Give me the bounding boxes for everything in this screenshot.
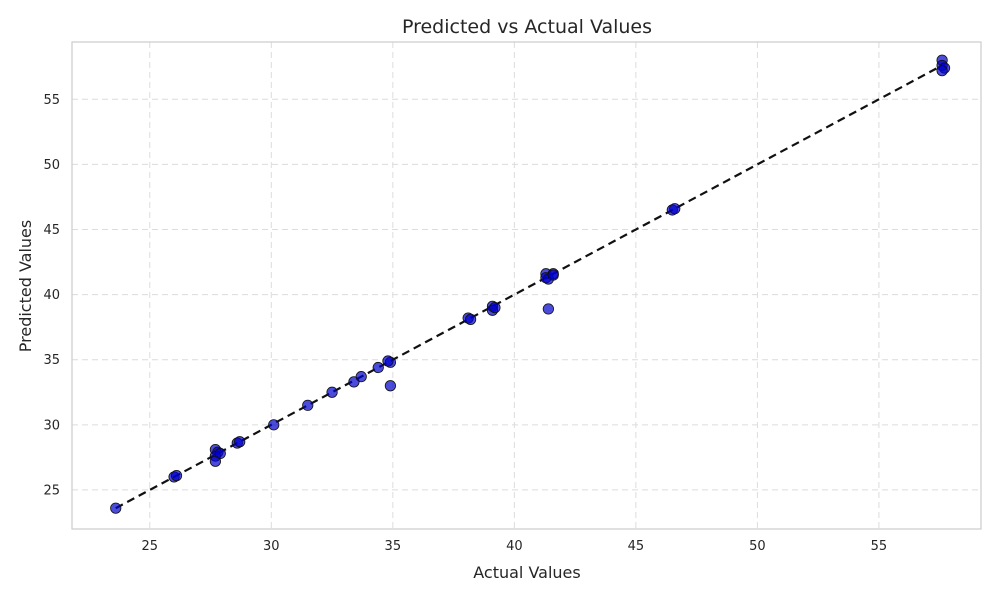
y-tick-label: 40 [43, 288, 60, 303]
x-tick-label: 50 [749, 539, 766, 554]
y-tick-label: 50 [43, 158, 60, 173]
perfect-prediction-line [115, 64, 943, 510]
x-axis-label: Actual Values [473, 563, 580, 582]
plot-frame [71, 41, 982, 530]
ticks-layer: 25 30 35 40 45 50 55 25 30 35 40 45 50 55 [43, 93, 887, 554]
data-point [268, 419, 280, 431]
x-tick-label: 40 [506, 539, 523, 554]
y-tick-label: 25 [43, 483, 60, 498]
data-point [355, 371, 367, 383]
x-tick-label: 30 [263, 539, 280, 554]
data-point [542, 303, 554, 315]
x-tick-label: 45 [628, 539, 645, 554]
data-point [547, 269, 559, 281]
y-axis-label: Predicted Values [16, 220, 35, 352]
chart-title: Predicted vs Actual Values [402, 16, 652, 38]
data-point [382, 355, 394, 367]
data-point [302, 399, 314, 411]
x-tick-label: 35 [385, 539, 402, 554]
data-point [326, 386, 338, 398]
reference-line-layer [115, 64, 943, 510]
y-tick-label: 30 [43, 418, 60, 433]
data-point [372, 361, 384, 374]
data-point [669, 203, 681, 215]
data-point [214, 447, 226, 460]
x-tick-label: 25 [142, 539, 159, 554]
data-point [489, 302, 501, 314]
data-point [464, 313, 477, 325]
y-tick-label: 55 [43, 93, 60, 108]
data-point [170, 470, 183, 482]
data-point [936, 65, 948, 77]
grid-layer [72, 42, 981, 529]
data-point [234, 436, 246, 448]
data-point [384, 380, 396, 392]
y-tick-label: 35 [43, 353, 60, 368]
x-tick-label: 55 [871, 539, 888, 554]
points-layer [110, 54, 951, 514]
y-tick-label: 45 [43, 223, 60, 238]
data-point [110, 502, 122, 514]
